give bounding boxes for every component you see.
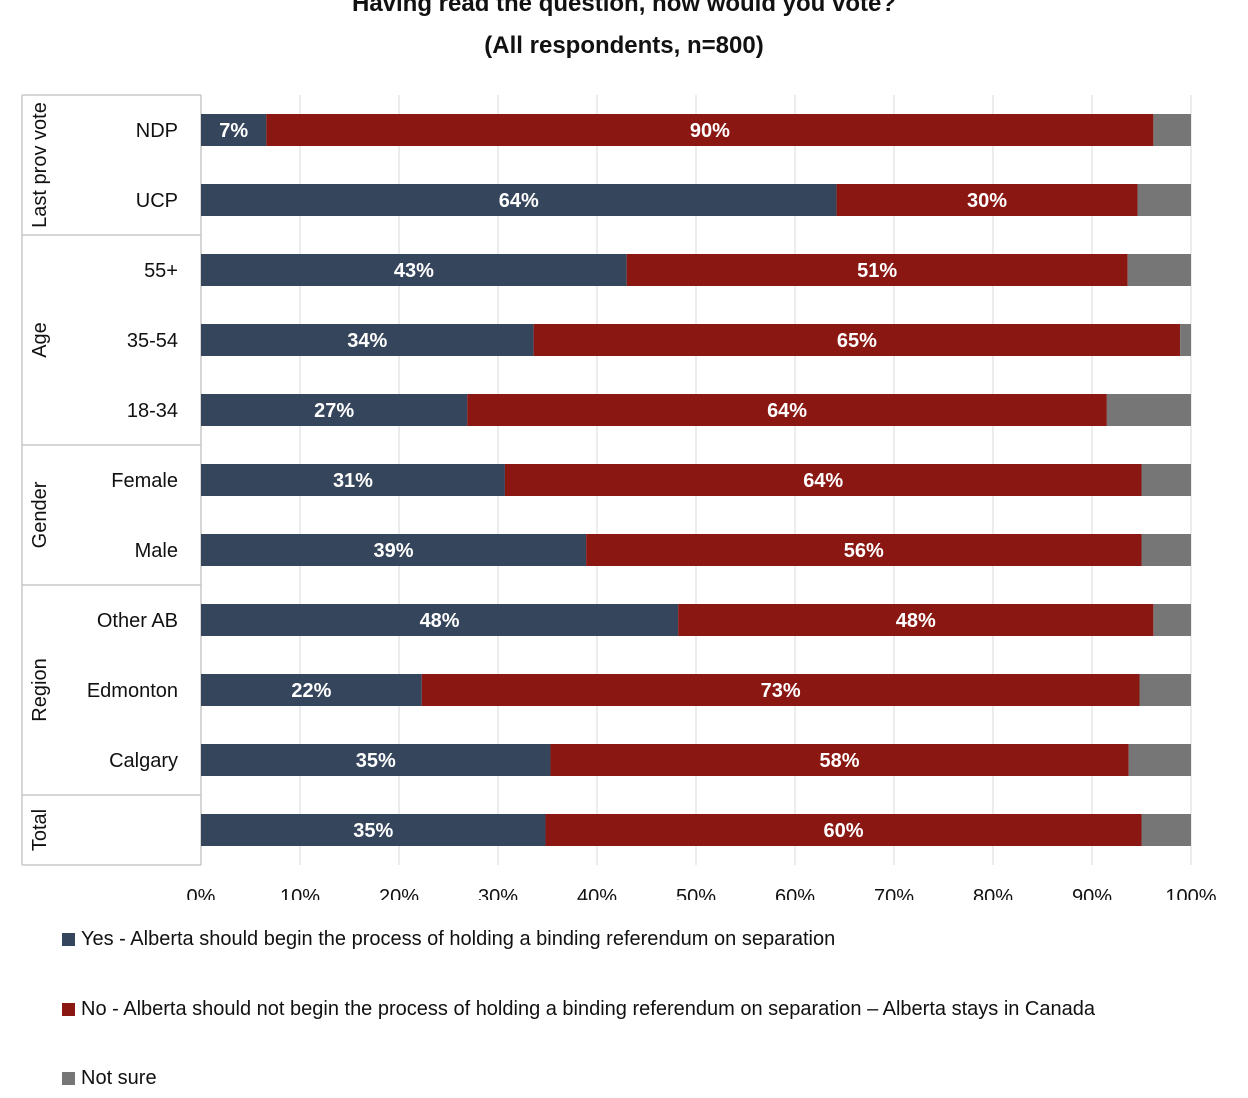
bar-no-ndp (266, 114, 1154, 146)
group-label-age: Age (29, 322, 51, 358)
group-label-gender: Gender (29, 481, 51, 548)
x-tick-label: 100% (1165, 886, 1216, 900)
bar-not-sure-female (1141, 464, 1191, 496)
legend-label-not-sure: Not sure (81, 1067, 157, 1089)
group-label-last-prov-vote: Last prov vote (29, 102, 51, 228)
bar-no-ucp (836, 184, 1138, 216)
category-label-35-54: 35-54 (127, 330, 178, 352)
data-label-yes-calgary: 35% (356, 750, 396, 772)
category-label-other-ab: Other AB (97, 610, 178, 632)
data-label-no-female: 64% (803, 470, 843, 492)
bar-not-sure-55 (1127, 254, 1191, 286)
bar-no-18-34 (467, 394, 1107, 426)
bar-yes-calgary (201, 744, 551, 776)
data-label-yes-ucp: 64% (499, 190, 539, 212)
bar-not-sure-ucp (1137, 184, 1191, 216)
legend-item-no: No - Alberta should not begin the proces… (62, 998, 1095, 1021)
category-label-edmonton: Edmonton (87, 680, 178, 702)
bar-no-male (586, 534, 1142, 566)
data-label-yes-male: 39% (374, 540, 414, 562)
legend-swatch-not-sure (62, 1072, 75, 1085)
bar-not-sure-male (1141, 534, 1191, 566)
data-label-no-ndp: 90% (690, 120, 730, 142)
bar-yes-male (201, 534, 587, 566)
data-label-yes-female: 31% (333, 470, 373, 492)
bar-yes-55 (201, 254, 627, 286)
bar-yes-ndp (201, 114, 267, 146)
x-tick-label: 10% (280, 886, 320, 900)
bar-yes-total (201, 814, 546, 846)
chart-subtitle: (All respondents, n=800) (484, 32, 764, 59)
bar-not-sure-ndp (1153, 114, 1191, 146)
bar-no-35-54 (533, 324, 1181, 356)
bar-yes-35-54 (201, 324, 534, 356)
category-label-male: Male (135, 540, 178, 562)
bar-not-sure-other-ab (1153, 604, 1191, 636)
bar-not-sure-18-34 (1106, 394, 1191, 426)
x-tick-label: 50% (676, 886, 716, 900)
chart-title: Having read the question, how would you … (351, 0, 897, 17)
data-label-yes-edmonton: 22% (291, 680, 331, 702)
bar-no-other-ab (678, 604, 1154, 636)
data-label-no-male: 56% (844, 540, 884, 562)
legend-label-yes: Yes - Alberta should begin the process o… (81, 928, 836, 950)
data-label-no-ucp: 30% (967, 190, 1007, 212)
bar-no-calgary (550, 744, 1129, 776)
bar-not-sure-calgary (1128, 744, 1191, 776)
bar-not-sure-35-54 (1180, 324, 1191, 356)
x-tick-label: 30% (478, 886, 518, 900)
data-label-no-edmonton: 73% (761, 680, 801, 702)
bar-yes-edmonton (201, 674, 422, 706)
legend-swatch-no (62, 1003, 75, 1016)
data-label-no-other-ab: 48% (896, 610, 936, 632)
category-label-55: 55+ (144, 260, 178, 282)
bar-not-sure-total (1141, 814, 1191, 846)
bar-yes-other-ab (201, 604, 679, 636)
bar-no-55 (626, 254, 1128, 286)
data-label-yes-55: 43% (394, 260, 434, 282)
x-tick-label: 20% (379, 886, 419, 900)
data-label-no-35-54: 65% (837, 330, 877, 352)
x-tick-label: 0% (187, 886, 216, 900)
legend-item-not-sure: Not sure (62, 1067, 157, 1090)
legend-label-no: No - Alberta should not begin the proces… (81, 998, 1095, 1020)
x-tick-label: 90% (1072, 886, 1112, 900)
bar-yes-female (201, 464, 505, 496)
category-label-ndp: NDP (136, 120, 178, 142)
x-tick-label: 60% (775, 886, 815, 900)
group-label-total: Total (29, 809, 51, 851)
data-label-yes-18-34: 27% (314, 400, 354, 422)
bar-no-total (545, 814, 1142, 846)
category-label-ucp: UCP (136, 190, 178, 212)
bar-yes-ucp (201, 184, 837, 216)
data-label-no-18-34: 64% (767, 400, 807, 422)
data-label-no-55: 51% (857, 260, 897, 282)
x-tick-label: 70% (874, 886, 914, 900)
legend-swatch-yes (62, 933, 75, 946)
category-label-calgary: Calgary (109, 750, 178, 772)
legend-item-yes: Yes - Alberta should begin the process o… (62, 928, 835, 951)
group-label-region: Region (29, 658, 51, 721)
stacked-bar-chart: 0% 10% 20% 30% 40% 50% 60% 70% 80% 90% 100% Last pr… (21, 94, 1217, 900)
bar-no-female (504, 464, 1142, 496)
data-label-no-calgary: 58% (820, 750, 860, 772)
data-label-yes-35-54: 34% (347, 330, 387, 352)
bar-no-edmonton (421, 674, 1140, 706)
x-tick-label: 40% (577, 886, 617, 900)
category-label-18-34: 18-34 (127, 400, 178, 422)
data-label-no-total: 60% (823, 820, 863, 842)
data-label-yes-other-ab: 48% (420, 610, 460, 632)
data-label-yes-ndp: 7% (219, 120, 248, 142)
bar-yes-18-34 (201, 394, 468, 426)
x-tick-label: 80% (973, 886, 1013, 900)
data-label-yes-total: 35% (353, 820, 393, 842)
bar-not-sure-edmonton (1139, 674, 1191, 706)
category-label-female: Female (111, 470, 178, 492)
